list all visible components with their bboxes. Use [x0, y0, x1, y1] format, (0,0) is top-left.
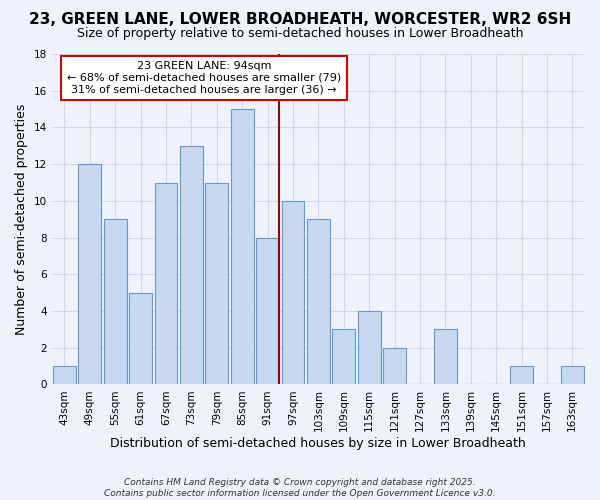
Bar: [205, 182, 228, 384]
Bar: [129, 292, 152, 384]
Bar: [231, 109, 254, 384]
Text: 23, GREEN LANE, LOWER BROADHEATH, WORCESTER, WR2 6SH: 23, GREEN LANE, LOWER BROADHEATH, WORCES…: [29, 12, 571, 28]
Bar: [256, 238, 279, 384]
Bar: [104, 219, 127, 384]
Bar: [155, 182, 178, 384]
Y-axis label: Number of semi-detached properties: Number of semi-detached properties: [15, 104, 28, 335]
Bar: [383, 348, 406, 385]
X-axis label: Distribution of semi-detached houses by size in Lower Broadheath: Distribution of semi-detached houses by …: [110, 437, 526, 450]
Bar: [434, 330, 457, 384]
Bar: [561, 366, 584, 384]
Text: Size of property relative to semi-detached houses in Lower Broadheath: Size of property relative to semi-detach…: [77, 28, 523, 40]
Text: 23 GREEN LANE: 94sqm
← 68% of semi-detached houses are smaller (79)
31% of semi-: 23 GREEN LANE: 94sqm ← 68% of semi-detac…: [67, 62, 341, 94]
Bar: [358, 311, 380, 384]
Bar: [79, 164, 101, 384]
Bar: [281, 201, 304, 384]
Bar: [332, 330, 355, 384]
Bar: [53, 366, 76, 384]
Bar: [180, 146, 203, 384]
Bar: [510, 366, 533, 384]
Bar: [307, 219, 330, 384]
Text: Contains HM Land Registry data © Crown copyright and database right 2025.
Contai: Contains HM Land Registry data © Crown c…: [104, 478, 496, 498]
